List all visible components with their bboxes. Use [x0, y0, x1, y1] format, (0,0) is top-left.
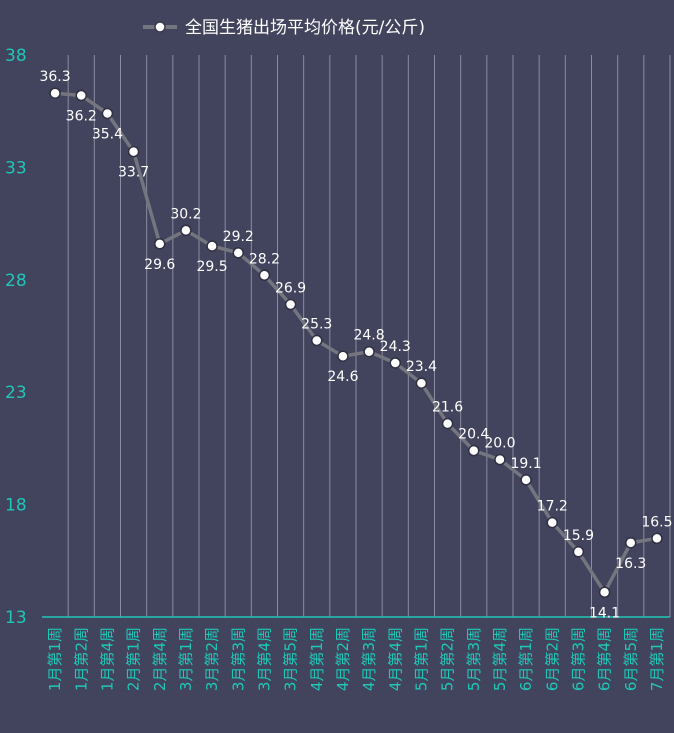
- data-point: [363, 345, 375, 358]
- data-label: 29.6: [144, 257, 175, 273]
- data-point: [598, 586, 611, 599]
- data-point: [180, 224, 192, 237]
- y-tick-label: 18: [5, 496, 27, 516]
- data-point: [232, 247, 244, 259]
- data-label: 20.0: [484, 436, 515, 452]
- data-point: [311, 334, 323, 347]
- y-tick-label: 28: [5, 271, 27, 291]
- data-point: [415, 377, 428, 389]
- x-tick-label: 5月第2周: [439, 627, 457, 691]
- x-tick-label: 2月第1周: [125, 627, 143, 691]
- data-label: 17.2: [537, 499, 568, 515]
- data-label: 24.3: [380, 339, 411, 355]
- data-label: 16.3: [615, 556, 646, 572]
- data-label: 21.6: [432, 400, 463, 416]
- x-tick-label: 6月第4周: [596, 627, 614, 691]
- data-label: 20.4: [458, 427, 489, 443]
- data-point: [546, 516, 558, 529]
- x-tick-label: 1月第1周: [46, 627, 64, 691]
- x-tick-label: 1月第4周: [98, 627, 116, 691]
- data-label: 29.5: [196, 259, 227, 275]
- x-tick-label: 3月第3周: [229, 627, 247, 691]
- data-label: 28.2: [249, 251, 280, 267]
- x-tick-label: 4月第4周: [386, 627, 404, 691]
- data-label: 24.8: [353, 328, 384, 344]
- data-point: [389, 357, 401, 369]
- x-tick-label: 6月第5周: [622, 627, 640, 691]
- data-point: [494, 453, 506, 466]
- data-label: 14.1: [589, 605, 620, 621]
- x-tick-label: 6月第2周: [543, 627, 561, 691]
- x-tick-label: 5月第1周: [412, 627, 430, 691]
- data-labels: 36.3 36.2 35.4 33.7 29.6 30.2 29.5 29.2 28.2 26.9…: [39, 69, 672, 621]
- data-point: [572, 546, 585, 558]
- legend-marker-icon: [154, 21, 166, 33]
- legend-label: 全国生猪出场平均价格(元/公斤): [185, 18, 425, 38]
- series-line: [54, 91, 658, 595]
- data-label: 24.6: [327, 369, 358, 385]
- y-tick-label: 23: [5, 383, 27, 403]
- x-tick-label: 6月第3周: [569, 627, 587, 691]
- x-tick-label: 2月第4周: [151, 627, 169, 691]
- data-label: 19.1: [510, 456, 541, 472]
- x-tick-label: 3月第4周: [255, 627, 273, 691]
- x-tick-label: 7月第1周: [648, 627, 666, 691]
- legend: 全国生猪出场平均价格(元/公斤): [143, 18, 425, 38]
- data-label: 33.7: [118, 165, 149, 181]
- y-tick-label: 38: [5, 46, 27, 66]
- x-tick-label: 5月第3周: [465, 627, 483, 691]
- data-point: [441, 417, 454, 430]
- y-tick-label: 33: [5, 158, 27, 178]
- data-point: [520, 474, 532, 486]
- data-label: 15.9: [563, 528, 594, 544]
- x-tick-label: 4月第2周: [334, 627, 352, 691]
- data-label: 35.4: [92, 126, 123, 142]
- x-tick-label: 4月第1周: [308, 627, 326, 691]
- data-point: [651, 532, 663, 545]
- x-tick-label: 5月第4周: [491, 627, 509, 691]
- data-label: 16.5: [641, 514, 672, 530]
- data-point: [127, 145, 140, 158]
- data-label: 30.2: [170, 206, 201, 222]
- x-tick-label: 3月第2周: [203, 627, 221, 691]
- data-label: 23.4: [406, 359, 437, 375]
- data-point: [625, 537, 637, 549]
- series: [49, 87, 663, 599]
- data-point: [49, 87, 61, 99]
- data-label: 36.2: [66, 108, 97, 124]
- data-point: [75, 89, 87, 102]
- data-point: [468, 444, 480, 457]
- data-label: 26.9: [275, 281, 306, 297]
- data-point: [154, 238, 166, 250]
- data-label: 36.3: [39, 69, 70, 85]
- x-tick-label: 4月第3周: [360, 627, 378, 691]
- data-point: [337, 350, 349, 362]
- data-point: [101, 107, 114, 120]
- data-label: 25.3: [301, 316, 332, 332]
- data-point: [206, 240, 218, 252]
- x-tick-label: 3月第1周: [177, 627, 195, 691]
- axes: 13 18 23 28 33 38 1月第1周 1月第2周 1月第4周 2月第1周 2月第4周 3月第…: [5, 46, 670, 691]
- x-tick-label: 6月第1周: [517, 627, 535, 691]
- data-point: [284, 298, 297, 311]
- x-tick-label: 1月第2周: [72, 627, 90, 691]
- data-label: 29.2: [223, 229, 254, 245]
- y-tick-label: 13: [5, 608, 27, 628]
- x-tick-label: 3月第5周: [282, 627, 300, 691]
- data-point: [258, 269, 271, 282]
- grid: [67, 55, 671, 617]
